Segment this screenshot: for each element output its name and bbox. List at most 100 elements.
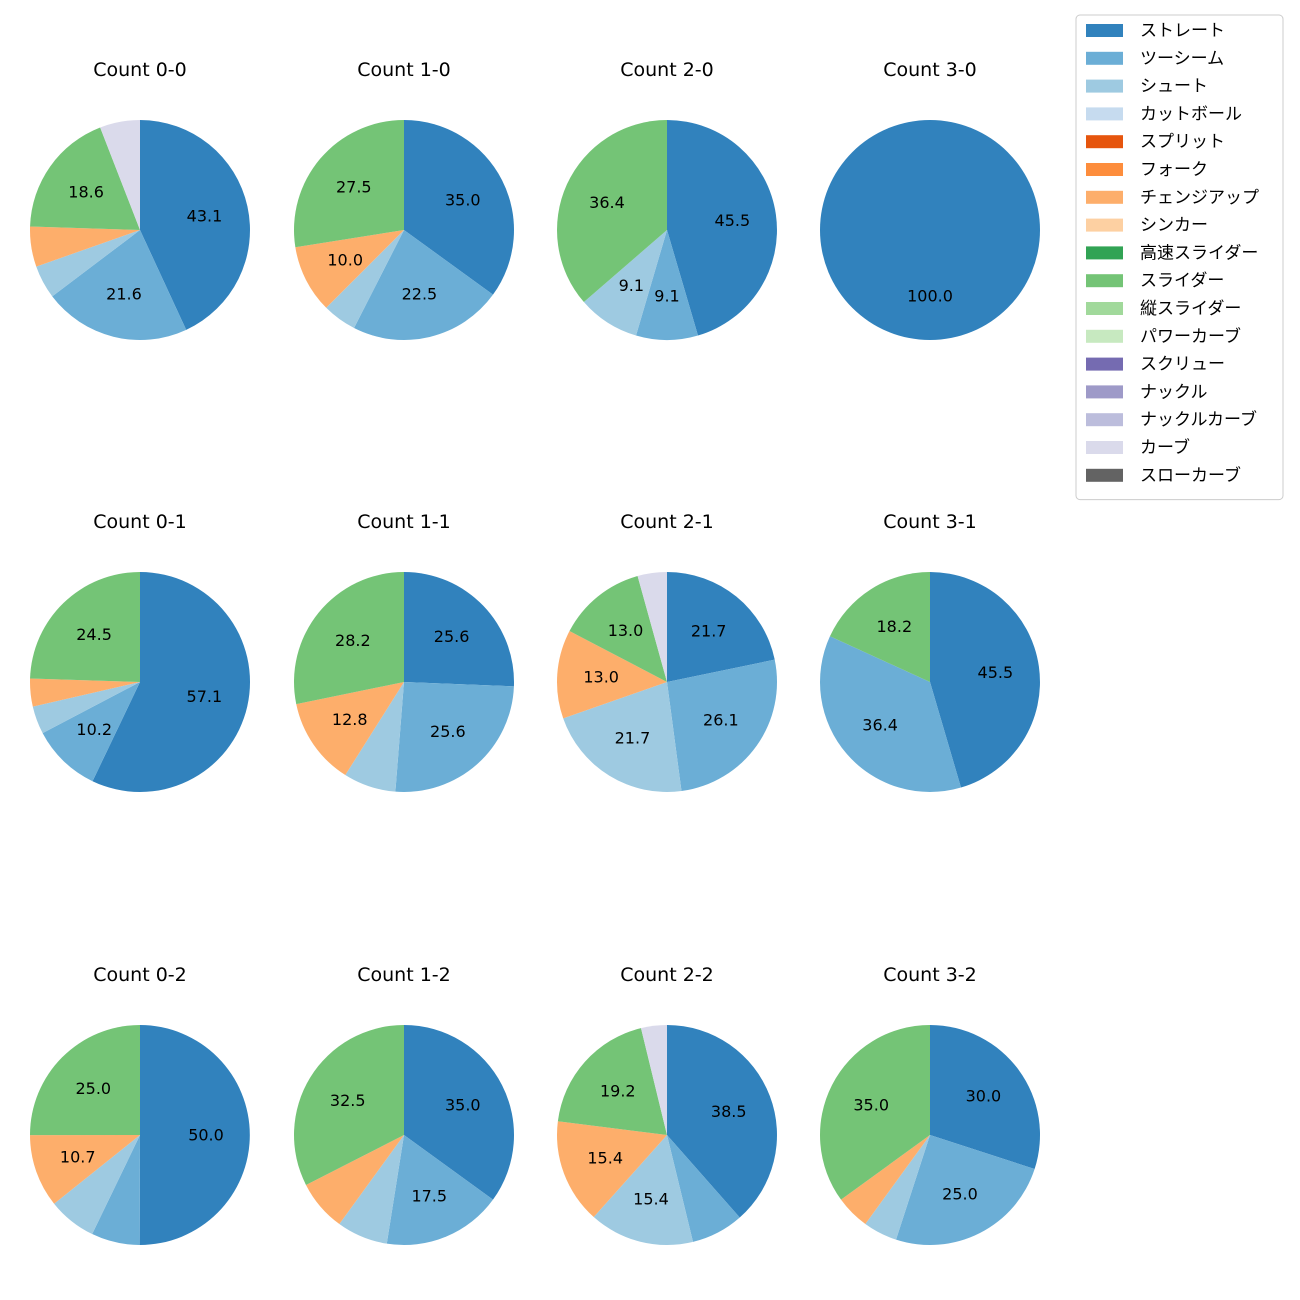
pie-title-count-3-2: Count 3-2: [883, 964, 977, 986]
legend-swatch: [1086, 51, 1123, 65]
legend-label: ストレート: [1140, 21, 1225, 41]
legend-swatch: [1086, 107, 1123, 121]
slice-count-2-2-1: [667, 1135, 740, 1242]
legend-item-3: カットボール: [1086, 104, 1242, 124]
slice-count-0-2-2: [54, 1135, 141, 1235]
pie-title-count-1-2: Count 1-2: [357, 964, 451, 986]
slice-count-0-1-3: [29, 678, 140, 707]
slice-count-3-2-1: [896, 1135, 1035, 1246]
slice-count-0-2-4: [29, 1025, 140, 1136]
slice-label-count-2-2-2: 15.4: [633, 1190, 669, 1209]
legend-label: ツーシーム: [1140, 49, 1224, 69]
pie-title-count-0-0: Count 0-0: [93, 59, 187, 81]
slice-count-3-2-2: [865, 1135, 930, 1240]
slice-label-count-0-0-1: 21.6: [106, 285, 142, 304]
slice-count-1-0-3: [295, 230, 404, 308]
slice-count-1-2-3: [305, 1135, 404, 1224]
pie-title-count-3-0: Count 3-0: [883, 59, 977, 81]
slice-count-1-1-4: [294, 572, 404, 705]
legend-swatch: [1086, 24, 1123, 37]
slice-label-count-2-1-3: 13.0: [583, 668, 619, 687]
pie-panels: Count 0-0 43.1 21.6 18.6 Count 1-0 35.0 22.5 10…: [29, 59, 1041, 1246]
slice-label-count-0-0-4: 18.6: [68, 182, 104, 201]
pie-count-3-2: Count 3-2 30.0 25.0 35.0: [819, 964, 1041, 1246]
legend-label: ナックルカーブ: [1140, 409, 1257, 430]
pie-count-1-1: Count 1-1 25.6 25.6 12.8 28.2: [294, 511, 515, 793]
legend-swatch: [1086, 302, 1123, 315]
legend-swatch: [1086, 246, 1123, 260]
slice-count-1-1-3: [296, 682, 404, 776]
slice-count-0-0-4: [30, 127, 140, 230]
slice-label-count-2-1-4: 13.0: [608, 621, 644, 640]
slice-count-0-0-2: [36, 230, 140, 297]
pie-count-2-1: Count 2-1 21.7 26.1 21.7 13.0 13.0: [556, 511, 778, 792]
pie-title-count-1-1: Count 1-1: [357, 511, 451, 533]
slice-count-1-0-2: [326, 230, 404, 329]
pie-count-0-2: Count 0-2 50.0 10.7 25.0: [29, 964, 250, 1246]
slice-count-3-2-4: [819, 1025, 930, 1200]
slice-label-count-0-0-0: 43.1: [187, 206, 223, 225]
legend-item-0: ストレート: [1086, 21, 1225, 41]
slice-count-0-0-5: [100, 120, 140, 230]
legend-item-15: カーブ: [1086, 437, 1190, 458]
legend-label: チェンジアップ: [1140, 188, 1259, 208]
slice-count-0-1-4: [30, 572, 140, 682]
slice-count-1-0-0: [404, 120, 515, 295]
legend-label: スクリュー: [1140, 355, 1225, 375]
legend-label: シュート: [1140, 77, 1208, 97]
slice-label-count-0-1-4: 24.5: [76, 625, 112, 644]
slice-label-count-1-2-4: 32.5: [330, 1091, 366, 1110]
slice-count-3-1-1: [819, 636, 961, 792]
slice-count-0-2-1: [92, 1135, 140, 1245]
slice-label-count-1-2-0: 35.0: [445, 1096, 481, 1115]
slice-label-count-1-0-4: 27.5: [336, 178, 372, 197]
pie-count-2-0: Count 2-0 45.5 9.1 9.1 36.4: [557, 59, 777, 340]
legend-item-11: パワーカーブ: [1086, 326, 1241, 347]
legend-frame: [1075, 14, 1284, 501]
slice-count-2-1-4: [569, 576, 667, 682]
legend-label: スプリット: [1140, 132, 1225, 152]
slice-count-2-1-2: [563, 682, 682, 792]
slice-label-count-0-2-0: 50.0: [188, 1126, 224, 1145]
slice-label-count-0-2-4: 25.0: [75, 1079, 111, 1098]
slice-count-1-2-4: [294, 1025, 404, 1185]
legend-item-12: スクリュー: [1086, 355, 1225, 375]
legend-label: 高速スライダー: [1140, 243, 1258, 263]
legend-item-5: フォーク: [1086, 160, 1208, 180]
slice-count-2-1-0: [667, 572, 775, 682]
slice-count-3-0-0: [820, 120, 1040, 340]
legend-label: 縦スライダー: [1140, 299, 1241, 319]
legend-label: スローカーブ: [1140, 465, 1241, 486]
legend-swatch: [1086, 135, 1123, 149]
slice-label-count-2-0-1: 9.1: [654, 287, 679, 306]
slice-label-count-3-2-1: 25.0: [942, 1184, 978, 1203]
legend-label: シンカー: [1140, 216, 1208, 236]
legend-swatch: [1086, 218, 1123, 232]
slice-count-3-1-0: [930, 572, 1040, 788]
legend-swatch: [1086, 357, 1123, 371]
pie-count-1-2: Count 1-2 35.0 17.5 32.5: [294, 964, 515, 1246]
legend-swatch: [1086, 329, 1123, 343]
legend-swatch: [1086, 79, 1123, 93]
pie-title-count-2-1: Count 2-1: [620, 511, 714, 533]
slice-count-2-0-2: [583, 230, 667, 336]
slice-label-count-0-2-3: 10.7: [60, 1147, 96, 1166]
slice-label-count-2-1-1: 26.1: [703, 711, 739, 730]
slice-label-count-1-1-3: 12.8: [332, 710, 368, 729]
legend-item-7: シンカー: [1086, 216, 1208, 236]
slice-label-count-1-1-1: 25.6: [430, 722, 466, 741]
slice-count-2-2-4: [557, 1028, 667, 1135]
slice-label-count-3-1-1: 36.4: [862, 716, 898, 735]
slice-label-count-3-1-2: 18.2: [877, 617, 913, 636]
slice-count-1-2-2: [339, 1135, 404, 1244]
slice-count-1-0-1: [354, 230, 493, 341]
slice-label-count-0-1-1: 10.2: [76, 720, 112, 739]
legend-swatch: [1086, 441, 1123, 454]
legend-swatch: [1086, 385, 1123, 399]
slice-count-1-1-0: [404, 572, 515, 687]
pie-title-count-2-2: Count 2-2: [620, 964, 714, 986]
slice-label-count-3-1-0: 45.5: [978, 663, 1014, 682]
slice-label-count-2-2-3: 15.4: [587, 1149, 623, 1168]
slice-label-count-2-0-3: 36.4: [589, 193, 625, 212]
slice-label-count-3-0-0: 100.0: [907, 287, 953, 306]
